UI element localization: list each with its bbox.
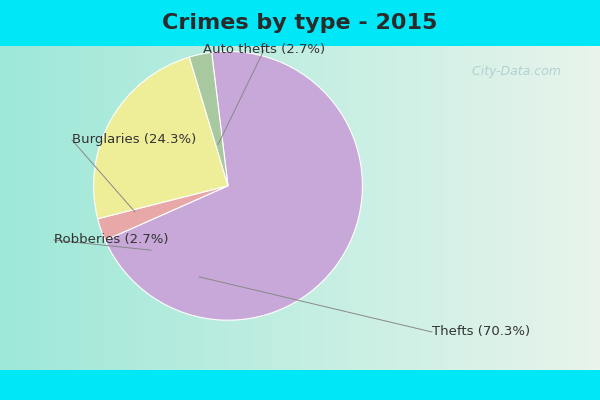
Text: Robberies (2.7%): Robberies (2.7%) [54, 234, 169, 246]
Text: Thefts (70.3%): Thefts (70.3%) [432, 326, 530, 338]
Wedge shape [94, 57, 228, 219]
Text: Auto thefts (2.7%): Auto thefts (2.7%) [203, 44, 325, 56]
Text: Burglaries (24.3%): Burglaries (24.3%) [72, 134, 196, 146]
Wedge shape [190, 52, 228, 186]
Wedge shape [105, 52, 362, 320]
Text: City-Data.com: City-Data.com [468, 66, 561, 78]
Text: Crimes by type - 2015: Crimes by type - 2015 [163, 13, 437, 33]
Wedge shape [98, 186, 228, 240]
